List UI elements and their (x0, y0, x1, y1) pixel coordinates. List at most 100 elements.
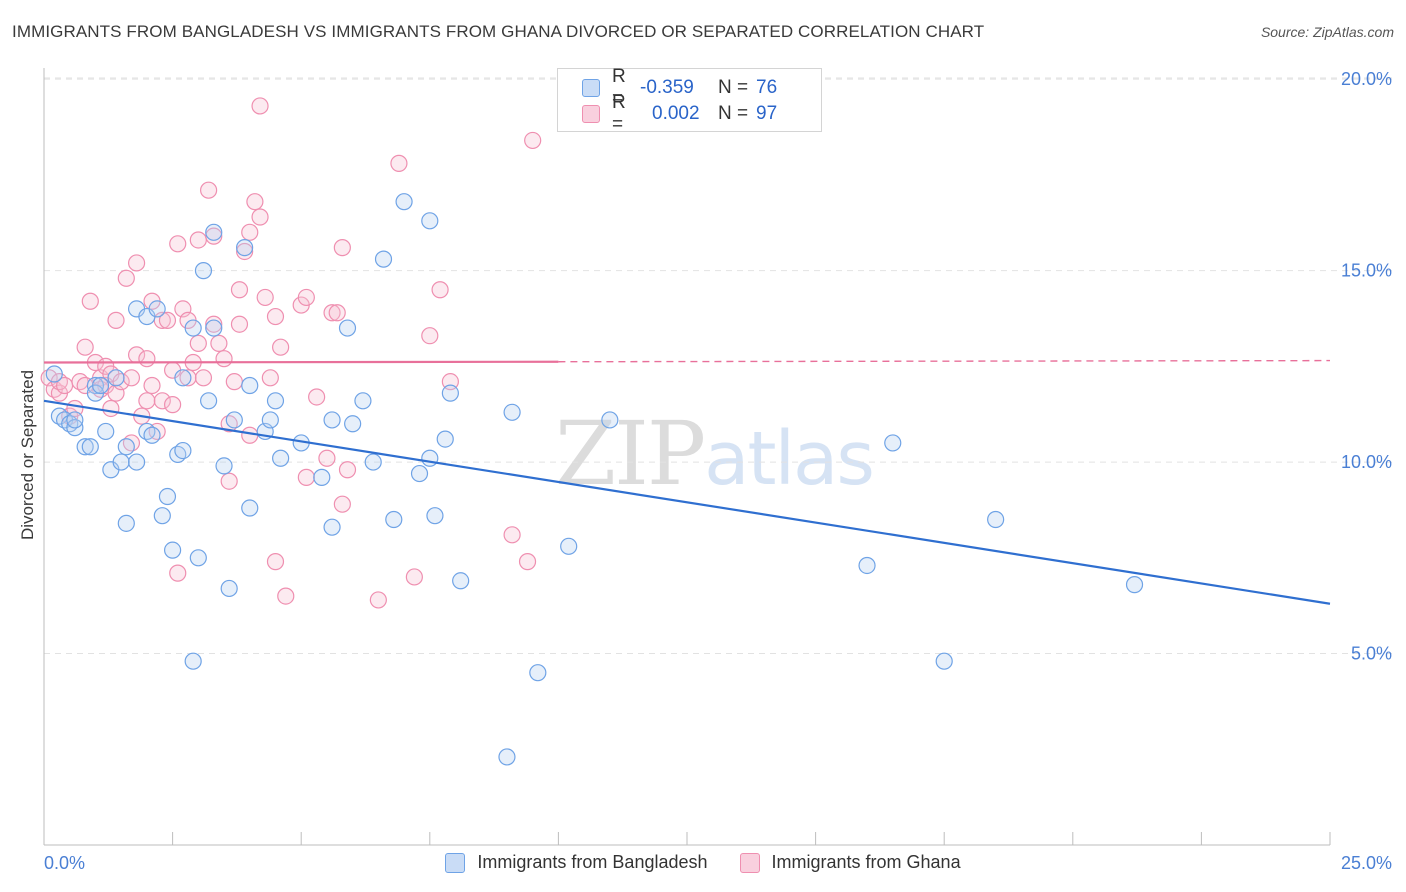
ghana-point (241, 223, 259, 241)
bangladesh-point (436, 430, 454, 448)
bangladesh-point (884, 434, 902, 452)
legend-r-label: R = (612, 92, 626, 135)
ghana-point (405, 568, 423, 586)
bangladesh-point (395, 193, 413, 211)
ghana-point (333, 495, 351, 513)
ghana-point (194, 369, 213, 387)
tick-labels: 5.0% 10.0% 15.0% 20.0% 0.0% 25.0% (44, 69, 1392, 873)
bangladesh-point (45, 365, 63, 383)
bangladesh-point (441, 384, 459, 402)
ghana-point (117, 269, 135, 287)
bangladesh-point (560, 537, 578, 555)
bangladesh-point (272, 449, 290, 467)
ghana-point (503, 526, 521, 544)
bangladesh-point (452, 572, 470, 590)
bangladesh-point (503, 403, 521, 421)
legend-row-bangladesh: R = -0.359 N = 76 (582, 66, 778, 109)
ghana-point (421, 327, 439, 345)
ghana-point (390, 154, 408, 172)
legend-swatch-ghana (739, 852, 760, 873)
bangladesh-point (374, 250, 393, 268)
x-tick-label: 0.0% (44, 853, 85, 873)
legend-label-bangladesh: Immigrants from Bangladesh (477, 852, 708, 872)
legend-swatch-bangladesh (445, 852, 466, 873)
bangladesh-point (215, 457, 233, 475)
x-tick-label: 25.0% (1341, 853, 1392, 873)
ghana-trend-line (43, 360, 559, 364)
bangladesh-point (241, 376, 259, 395)
legend-item-bangladesh: Immigrants from Bangladesh (445, 852, 708, 873)
bangladesh-point (601, 411, 619, 429)
bangladesh-point (323, 518, 341, 536)
y-tick-label: 15.0% (1341, 261, 1392, 281)
series-legend: Immigrants from Bangladesh Immigrants fr… (0, 852, 1406, 873)
ghana-point (261, 369, 279, 387)
legend-n-value: 76 (756, 77, 778, 98)
ghana-point (251, 97, 269, 115)
bangladesh-point (117, 514, 135, 532)
bangladesh-point (426, 507, 444, 525)
bangladesh-point (241, 499, 259, 517)
bangladesh-point (323, 411, 341, 429)
ghana-point (158, 311, 177, 329)
bangladesh-point (987, 510, 1005, 529)
bangladesh-point (421, 449, 439, 467)
y-tick-label: 10.0% (1341, 452, 1392, 472)
bangladesh-point (344, 415, 362, 433)
bangladesh-point (220, 579, 238, 598)
ghana-point (169, 235, 187, 253)
ghana-point (277, 587, 295, 605)
ghana-point (308, 388, 326, 406)
ghana-points (40, 97, 542, 609)
bangladesh-point (164, 541, 182, 559)
ghana-point (256, 288, 274, 307)
ghana-point (164, 396, 182, 414)
bangladesh-point (266, 392, 285, 410)
ghana-point (323, 304, 341, 322)
bangladesh-point (112, 453, 130, 471)
bangladesh-point (385, 510, 403, 529)
y-tick-label: 5.0% (1351, 644, 1392, 664)
bangladesh-point (148, 300, 166, 318)
bangladesh-point (194, 262, 213, 280)
bangladesh-point (236, 239, 254, 257)
ghana-point (205, 315, 223, 333)
legend-row-ghana: R = 0.002 N = 97 (582, 92, 777, 135)
ghana-point (102, 399, 120, 418)
ghana-point (200, 181, 218, 199)
bangladesh-point (153, 507, 171, 525)
watermark: ZIPatlas (555, 402, 875, 505)
bangladesh-point (261, 411, 279, 429)
ghana-point (251, 208, 269, 226)
bangladesh-point (498, 748, 516, 766)
ghana-point (153, 392, 171, 410)
legend-item-ghana: Immigrants from Ghana (739, 852, 961, 873)
ghana-point (246, 193, 264, 211)
ghana-point (272, 338, 290, 356)
bangladesh-point (174, 441, 192, 460)
bangladesh-point (858, 556, 876, 575)
bangladesh-point (91, 376, 110, 395)
bangladesh-point (313, 468, 331, 486)
bangladesh-point (189, 549, 207, 567)
ghana-point (138, 392, 156, 410)
legend-label-ghana: Immigrants from Ghana (771, 852, 961, 872)
legend-swatch-bangladesh (582, 79, 600, 97)
ghana-point (225, 373, 243, 391)
ghana-point (518, 553, 537, 571)
y-tick-label: 20.0% (1341, 69, 1392, 89)
ghana-point (127, 254, 146, 272)
bangladesh-point (174, 369, 192, 387)
ghana-point (266, 307, 285, 326)
ghana-point (189, 231, 207, 249)
bangladesh-point (205, 223, 223, 241)
bangladesh-point (205, 319, 223, 337)
ghana-point (236, 242, 254, 261)
ghana-point (318, 449, 336, 467)
bangladesh-point (200, 392, 218, 410)
gridlines (44, 77, 1392, 655)
ghana-point (338, 461, 357, 479)
ghana-point (230, 281, 249, 299)
ghana-point (107, 311, 125, 329)
ghana-point (122, 369, 141, 387)
